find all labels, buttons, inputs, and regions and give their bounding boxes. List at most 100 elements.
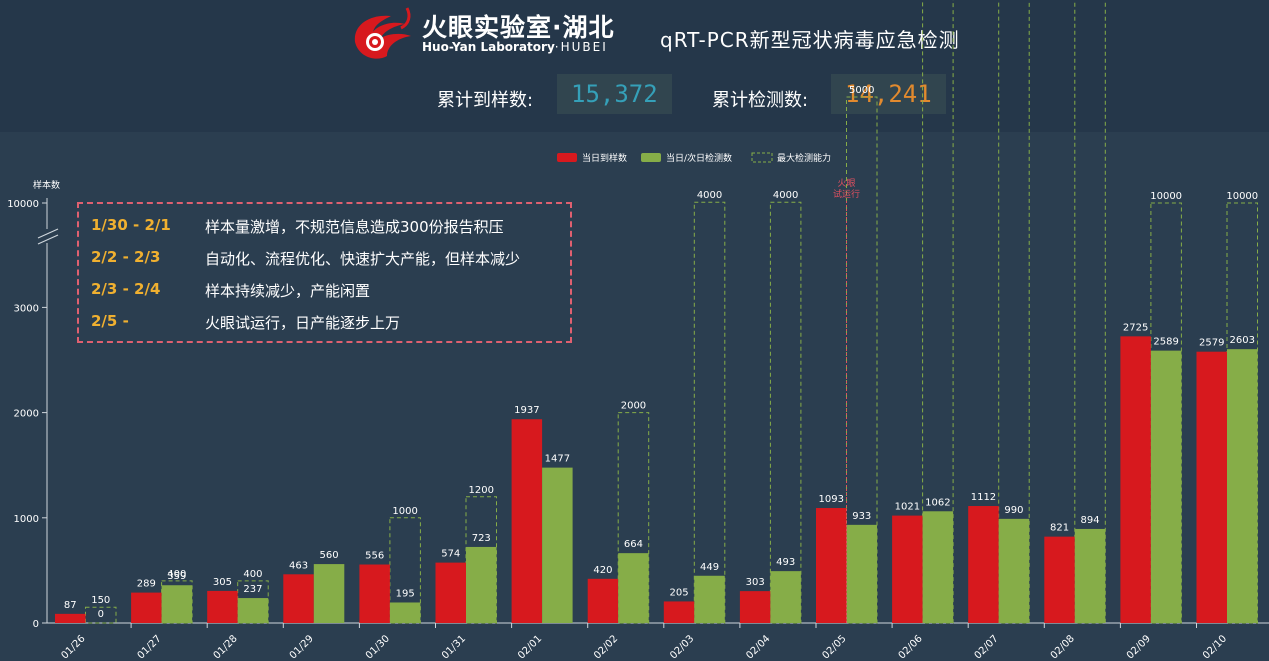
legend-label: 当日到样数 [582, 152, 627, 164]
capacity-label: 150 [91, 595, 110, 606]
trial-run-label: 试运行 [833, 188, 860, 200]
tested-bar [1074, 528, 1106, 623]
tested-label: 2603 [1230, 335, 1255, 346]
arrived-bar [511, 419, 543, 623]
arrived-label: 821 [1050, 523, 1069, 534]
cumulative-samples-value: 15,372 [557, 74, 672, 114]
note-text: 自动化、流程优化、快速扩大产能，但样本减少 [205, 250, 521, 268]
legend-label: 最大检测能力 [777, 152, 831, 164]
legend-swatch [751, 152, 773, 163]
arrived-label: 205 [670, 587, 689, 598]
tested-label: 2589 [1153, 337, 1178, 348]
arrived-bar [892, 515, 923, 623]
capacity-outline [998, 0, 1030, 624]
arrived-bar [131, 592, 162, 623]
axis-break-mark [37, 234, 59, 245]
legend-swatch [557, 153, 577, 162]
tested-bar [1227, 349, 1258, 623]
capacity-label: 400 [167, 569, 186, 580]
capacity-outline [922, 0, 954, 624]
arrived-label: 2725 [1123, 322, 1148, 333]
arrived-label: 1093 [819, 494, 844, 505]
brand-en-sub: ·HUBEI [554, 40, 608, 54]
arrived-bar [968, 506, 999, 623]
capacity-outline [617, 412, 650, 624]
x-tick-label: 02/05 [820, 633, 848, 661]
x-tick-label: 01/28 [212, 633, 240, 661]
arrived-bar [587, 578, 619, 623]
note-range: 2/5 - [91, 312, 129, 330]
y-axis-title: 样本数 [33, 179, 60, 191]
x-tick-label: 01/27 [136, 633, 164, 661]
x-tick-label: 02/06 [897, 633, 925, 661]
x-tick-label: 01/26 [59, 633, 87, 661]
tested-bar [846, 524, 877, 623]
capacity-outline [693, 201, 726, 624]
page-subtitle: qRT-PCR新型冠状病毒应急检测 [660, 28, 960, 52]
tested-label: 723 [472, 533, 491, 544]
tested-label: 359 [167, 571, 186, 582]
tested-label: 237 [243, 584, 262, 595]
x-tick-label: 01/31 [440, 633, 468, 661]
y-tick-label: 0 [33, 619, 39, 630]
tested-label: 1477 [545, 454, 570, 465]
tested-bar [313, 564, 345, 623]
tested-label: 493 [776, 557, 795, 568]
header: 火眼实验室·湖北 Huo-Yan Laboratory·HUBEI qRT-PC… [0, 0, 1269, 132]
tested-label: 0 [98, 609, 104, 620]
y-tick-label: 3000 [14, 303, 39, 314]
tested-label: 1062 [925, 497, 950, 508]
capacity-label: 1200 [469, 485, 494, 496]
note-text: 火眼试运行，日产能逐步上万 [205, 314, 401, 332]
capacity-label: 10000 [1150, 191, 1182, 202]
tested-bar [770, 571, 801, 623]
tested-label: 664 [624, 539, 643, 550]
capacity-label: 4000 [773, 190, 798, 201]
capacity-label: 400 [243, 569, 262, 580]
x-tick-label: 02/04 [744, 633, 772, 661]
arrived-label: 463 [289, 560, 308, 571]
legend-label: 当日/次日检测数 [666, 152, 732, 164]
notes-box: 1/30 - 2/1 样本量激增，不规范信息造成300份报告积压 2/2 - 2/… [77, 202, 572, 343]
note-range: 2/2 - 2/3 [91, 248, 161, 266]
x-tick-label: 02/10 [1201, 633, 1229, 661]
trial-run-label: 火眼 [837, 178, 855, 189]
x-tick-label: 02/03 [668, 633, 696, 661]
brand-name-cn: 火眼实验室·湖北 [422, 13, 615, 42]
arrived-label: 87 [64, 600, 77, 611]
y-tick-label: 1000 [14, 514, 39, 525]
tested-label: 990 [1004, 505, 1023, 516]
arrived-label: 289 [137, 579, 156, 590]
legend-swatch [641, 153, 661, 162]
arrived-bar [1196, 351, 1227, 623]
tested-bar [542, 467, 573, 623]
tested-bar [466, 546, 497, 623]
arrived-label: 1112 [971, 492, 996, 503]
y-tick-label: 10000 [7, 199, 39, 210]
x-tick-label: 01/29 [288, 633, 316, 661]
note-text: 样本量激增，不规范信息造成300份报告积压 [205, 218, 504, 236]
tested-label: 560 [320, 550, 339, 561]
capacity-label: 5000 [849, 85, 874, 96]
arrived-label: 574 [441, 549, 460, 560]
tested-label: 933 [852, 511, 871, 522]
arrived-bar [1044, 536, 1075, 623]
brand-name-en: Huo-Yan Laboratory·HUBEI [422, 40, 608, 54]
tested-bar [1150, 350, 1182, 623]
capacity-label: 2000 [621, 401, 646, 412]
tested-bar [694, 575, 725, 623]
arrived-bar [1120, 336, 1151, 623]
capacity-outline [769, 201, 802, 624]
cumulative-samples-label: 累计到样数: [437, 90, 534, 111]
capacity-outline [846, 96, 878, 624]
arrived-label: 305 [213, 577, 232, 588]
tested-bar [237, 598, 269, 623]
arrived-bar [739, 591, 771, 623]
arrived-label: 2579 [1199, 338, 1224, 349]
arrived-label: 556 [365, 551, 384, 562]
x-tick-label: 02/08 [1049, 633, 1077, 661]
note-range: 2/3 - 2/4 [91, 280, 161, 298]
x-tick-label: 02/09 [1125, 633, 1153, 661]
tested-label: 894 [1081, 515, 1100, 526]
